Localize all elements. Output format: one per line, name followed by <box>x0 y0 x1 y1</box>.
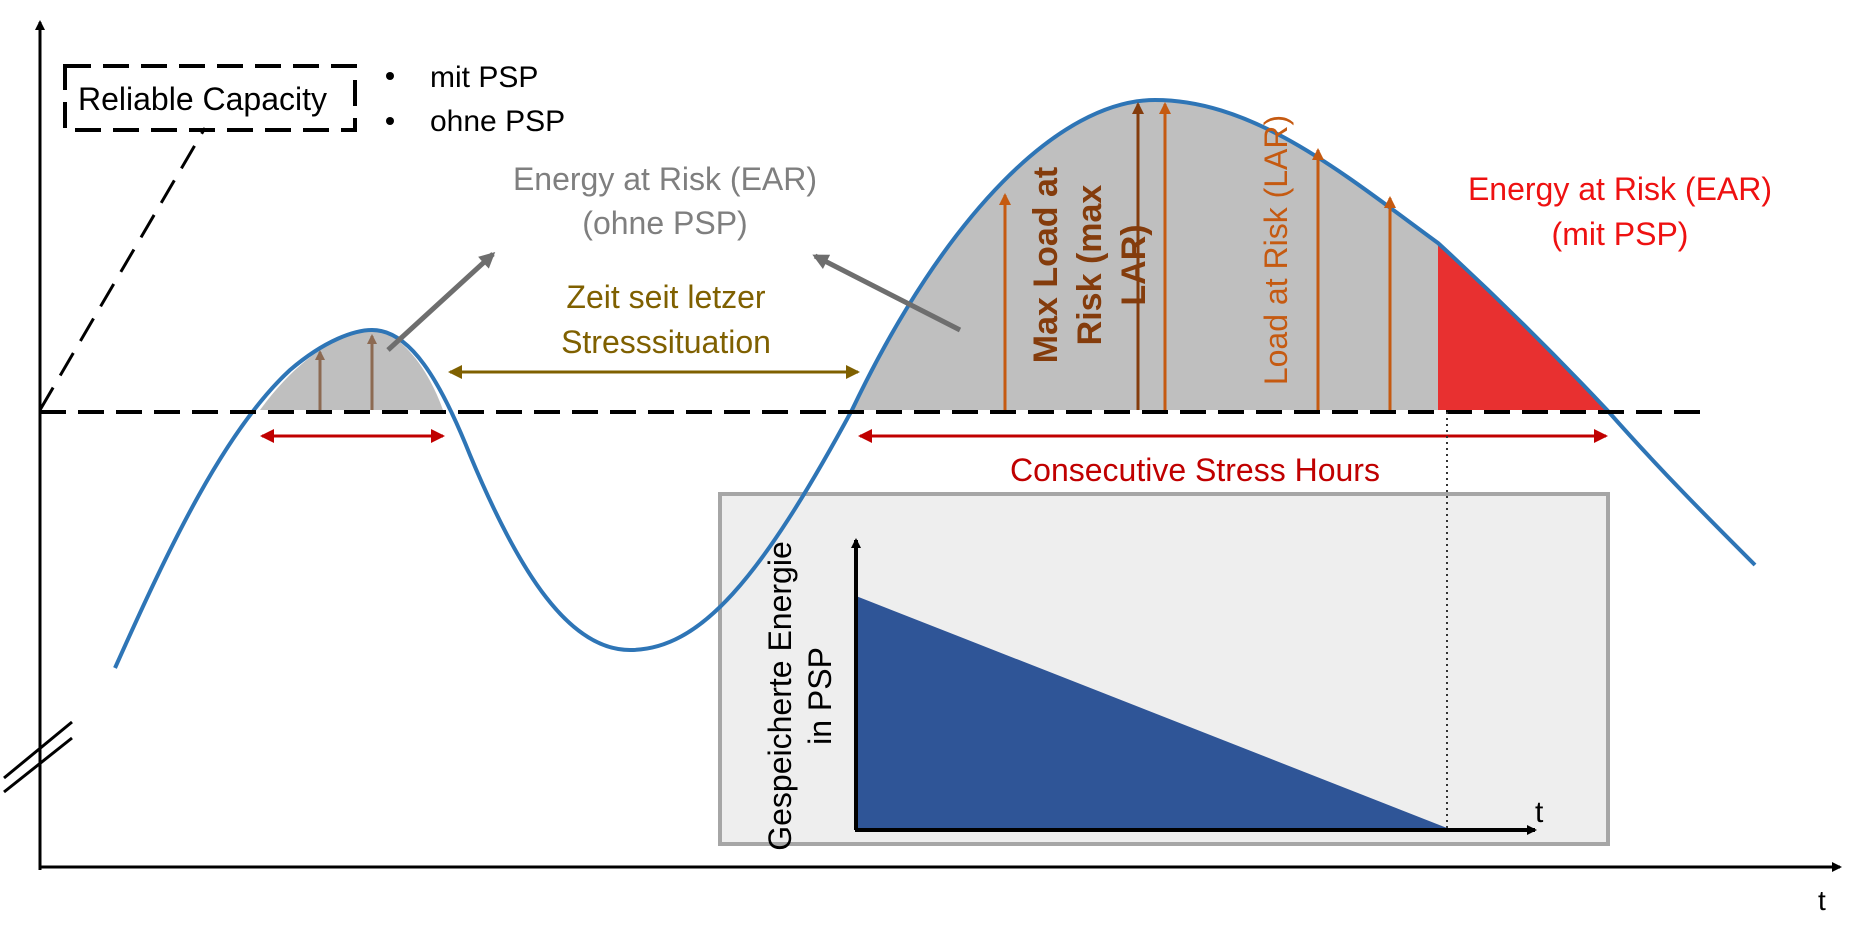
legend-mit-psp: mit PSP <box>430 61 538 94</box>
lar-label-text: Load at Risk (LAR) <box>1258 115 1294 385</box>
ear-ohne-pointer-left <box>386 251 496 352</box>
ear-mit-label-line2: (mit PSP) <box>1552 216 1689 252</box>
x-axis-label: t <box>1818 885 1826 916</box>
max-lar-label-line1: Max Load at <box>1027 167 1065 363</box>
max-lar-label-line3: LAR) <box>1115 224 1153 305</box>
reliable-capacity-connector <box>38 127 207 411</box>
legend-bullet-2 <box>386 117 394 125</box>
zeit-label-line1: Zeit seit letzer <box>566 279 766 315</box>
axis-break-mark <box>3 720 73 794</box>
ear-mit-label-line1: Energy at Risk (EAR) <box>1468 171 1772 207</box>
ear-ohne-area-large <box>852 100 1438 410</box>
inset-x-label: t <box>1535 796 1544 829</box>
ear-ohne-pointer-right <box>812 253 962 333</box>
reliable-capacity-label: Reliable Capacity <box>78 81 327 117</box>
ear-ohne-label-line2: (ohne PSP) <box>582 205 747 241</box>
reliable-capacity-box <box>63 64 357 132</box>
legend-ohne-psp: ohne PSP <box>430 105 565 138</box>
load-curve <box>113 97 1757 669</box>
inset-y-label-line1: Gespeicherte Energie <box>762 541 798 851</box>
ear-ohne-area-small <box>260 330 443 410</box>
legend-bullet-1 <box>386 72 394 80</box>
max-lar-label-line2: Risk (max <box>1071 185 1109 346</box>
inset-y-label-line2: in PSP <box>802 647 838 745</box>
lar-label: Load at Risk (LAR) <box>1258 115 1294 385</box>
zeit-label-line2: Stresssituation <box>561 324 771 360</box>
inset-y-label: Gespeicherte Energie in PSP <box>762 541 838 851</box>
storage-level-area <box>856 596 1447 828</box>
max-lar-label: Max Load at Risk (max LAR) <box>1027 167 1153 363</box>
ear-ohne-label-line1: Energy at Risk (EAR) <box>513 161 817 197</box>
consecutive-label: Consecutive Stress Hours <box>1010 452 1380 488</box>
